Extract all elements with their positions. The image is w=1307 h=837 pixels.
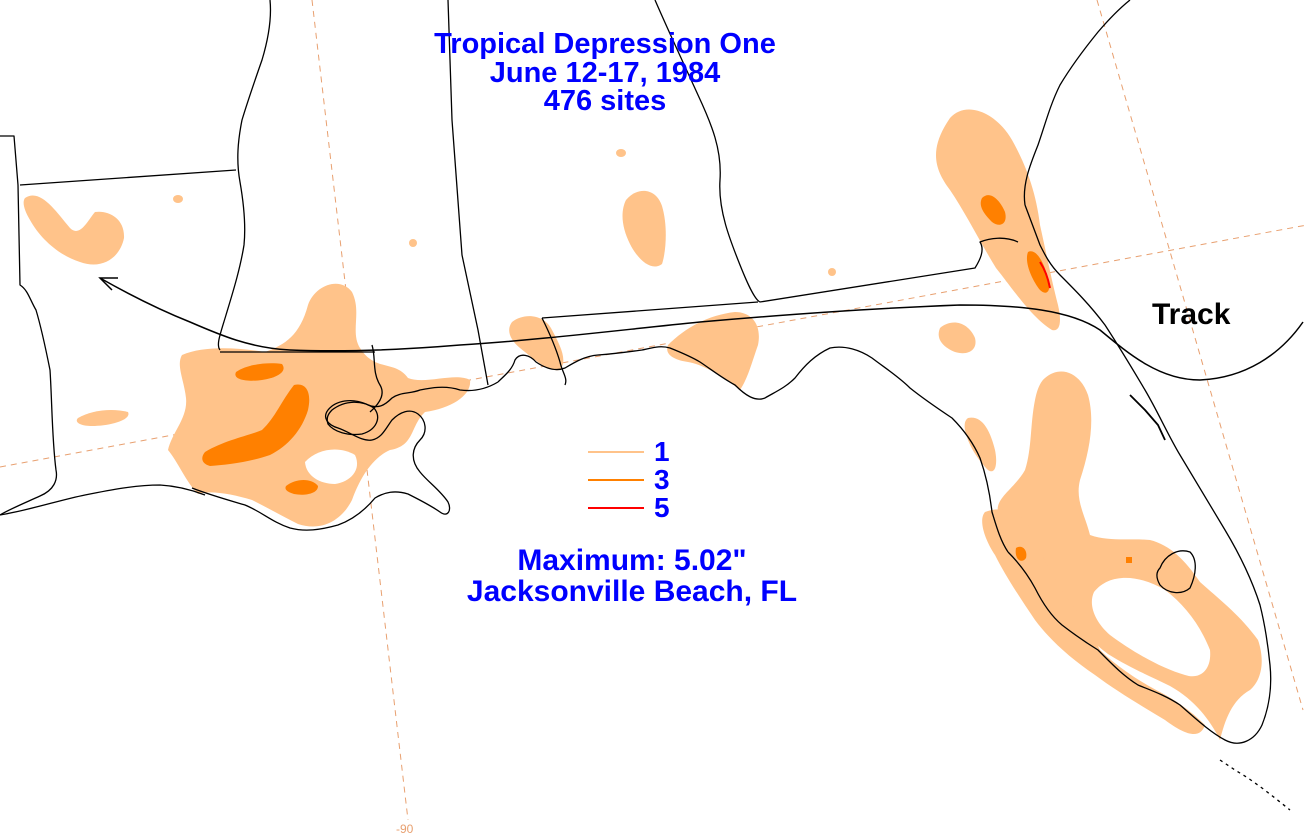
rain-area-east-texas <box>23 195 125 265</box>
lake-okeechobee <box>1156 550 1196 594</box>
track-label: Track <box>1152 298 1231 331</box>
legend-swatch-5 <box>588 507 644 509</box>
rain-area-west-louisiana-streak <box>76 410 129 426</box>
gulf-coast-texas <box>0 484 206 516</box>
rain-dot-2 <box>409 239 417 247</box>
rain-area-georgia <box>622 190 666 267</box>
longitude-label: -90 <box>396 822 414 836</box>
gap-central-florida <box>1091 577 1211 677</box>
maximum-location: Jacksonville Beach, FL <box>466 575 798 608</box>
rain5-area-jacksonville-beach <box>1039 261 1051 289</box>
texas-louisiana-west-boundary <box>0 135 58 516</box>
rainfall-1-inch-areas <box>23 109 1262 740</box>
map-date-range: June 12-17, 1984 <box>489 57 721 89</box>
boundaries <box>0 0 1291 811</box>
track-line <box>99 277 1304 381</box>
georgia-florida-boundary <box>759 237 1019 303</box>
rainfall-3-inch-areas <box>202 195 1132 563</box>
map-title: Tropical Depression One <box>434 28 776 60</box>
gulf-coast-mississippi-alabama <box>497 346 1009 553</box>
gap-louisiana <box>305 449 358 484</box>
grid-line-lon-80 <box>1096 0 1304 711</box>
rain-area-southwest-florida <box>982 509 1205 735</box>
rain-area-louisiana <box>168 283 471 527</box>
gulf-coast-louisiana <box>191 381 499 531</box>
texas-oklahoma-boundary <box>19 169 237 186</box>
rain3-area-northeast-florida <box>980 195 1006 225</box>
storm-track <box>98 277 1304 381</box>
outer-banks-islands <box>1129 394 1166 441</box>
alabama-florida-boundary <box>541 301 759 319</box>
rain-area-florida-panhandle-east <box>667 312 759 390</box>
pearl-river-boundary <box>369 344 383 413</box>
rain-dot-4 <box>828 268 836 276</box>
legend-swatch-3 <box>588 479 644 481</box>
maximum-value: Maximum: 5.02" <box>517 544 747 577</box>
rainfall-gaps <box>305 449 1211 677</box>
rain3-area-louisiana-band <box>202 384 310 466</box>
legend-value-3: 3 <box>654 464 670 495</box>
rain3-area-louisiana-north <box>235 363 284 381</box>
mississippi-river-boundary <box>217 0 272 351</box>
map-site-count: 476 sites <box>543 85 667 117</box>
rain3-area-louisiana-south <box>285 480 318 495</box>
rain-area-north-central-florida <box>938 322 976 354</box>
gulf-coast-florida-peninsula <box>1007 204 1272 744</box>
rain-area-florida-panhandle-west <box>509 316 564 371</box>
track-arrowhead <box>98 277 118 291</box>
legend-item-3: 3 <box>588 466 698 496</box>
legend-item-1: 1 <box>588 438 698 468</box>
rain3-area-jacksonville <box>1026 251 1050 293</box>
florida-keys <box>1219 759 1291 811</box>
lake-pontchartrain <box>326 401 379 436</box>
legend-item-5: 5 <box>588 494 698 524</box>
rain-dot-1 <box>173 195 183 203</box>
rain-dot-3 <box>616 149 626 157</box>
rainfall-5-inch-areas <box>1039 261 1051 289</box>
rain3-dot-central-florida <box>1126 557 1132 563</box>
legend-swatch-1 <box>588 451 644 453</box>
rain-area-west-central-florida <box>964 417 997 472</box>
atlantic-coast-georgia-carolina <box>1023 0 1131 206</box>
legend-value-1: 1 <box>654 436 670 467</box>
rain3-area-tampa-bay <box>1015 546 1027 561</box>
alabama-georgia-boundary <box>654 0 761 303</box>
mississippi-alabama-boundary <box>447 0 489 386</box>
panhandle-west-boundary <box>541 317 567 386</box>
legend-value-5: 5 <box>654 492 670 523</box>
